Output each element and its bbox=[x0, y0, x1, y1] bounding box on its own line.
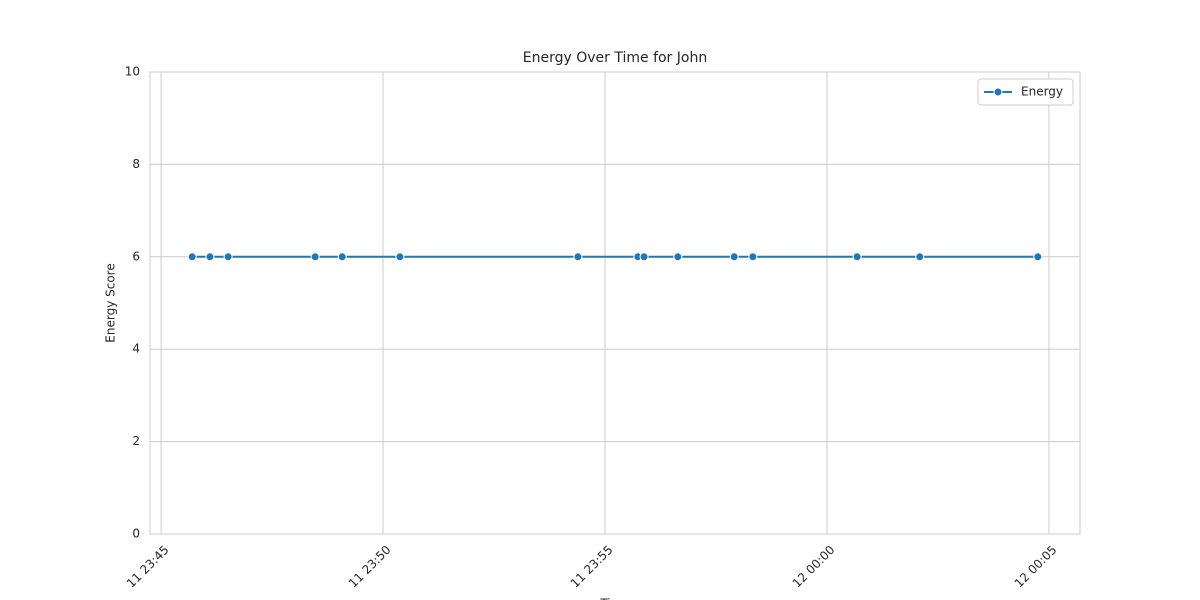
y-tick-label: 8 bbox=[132, 157, 140, 171]
point bbox=[310, 252, 320, 262]
plot-border bbox=[149, 71, 1081, 535]
point bbox=[223, 252, 233, 262]
x-axis-label: Time bbox=[599, 597, 629, 600]
point bbox=[337, 252, 347, 262]
point bbox=[205, 252, 215, 262]
y-tick-label: 0 bbox=[132, 527, 140, 541]
point bbox=[673, 252, 683, 262]
point bbox=[187, 252, 197, 262]
x-tick-label: 12 00:05 bbox=[1012, 543, 1060, 591]
y-tick-label: 10 bbox=[125, 65, 140, 79]
point bbox=[729, 252, 739, 262]
chart-title: Energy Over Time for John bbox=[523, 50, 707, 66]
point bbox=[395, 252, 405, 262]
point bbox=[852, 252, 862, 262]
legend-box bbox=[977, 78, 1074, 106]
y-tick-label: 4 bbox=[132, 342, 140, 356]
x-tick-label: 11 23:50 bbox=[346, 543, 394, 591]
x-tick-label: 12 00:00 bbox=[790, 543, 838, 591]
y-tick-label: 6 bbox=[132, 249, 140, 263]
point bbox=[915, 252, 925, 262]
point bbox=[573, 252, 583, 262]
y-tick-label: 2 bbox=[132, 434, 140, 448]
point bbox=[748, 252, 758, 262]
point bbox=[639, 252, 649, 262]
x-tick-label: 11 23:45 bbox=[124, 543, 172, 591]
point bbox=[1033, 252, 1043, 262]
x-tick-label: 11 23:55 bbox=[568, 543, 616, 591]
legend-marker bbox=[993, 87, 1003, 97]
y-axis-label: Energy Score bbox=[104, 263, 118, 342]
legend-label: Energy bbox=[1021, 85, 1063, 99]
